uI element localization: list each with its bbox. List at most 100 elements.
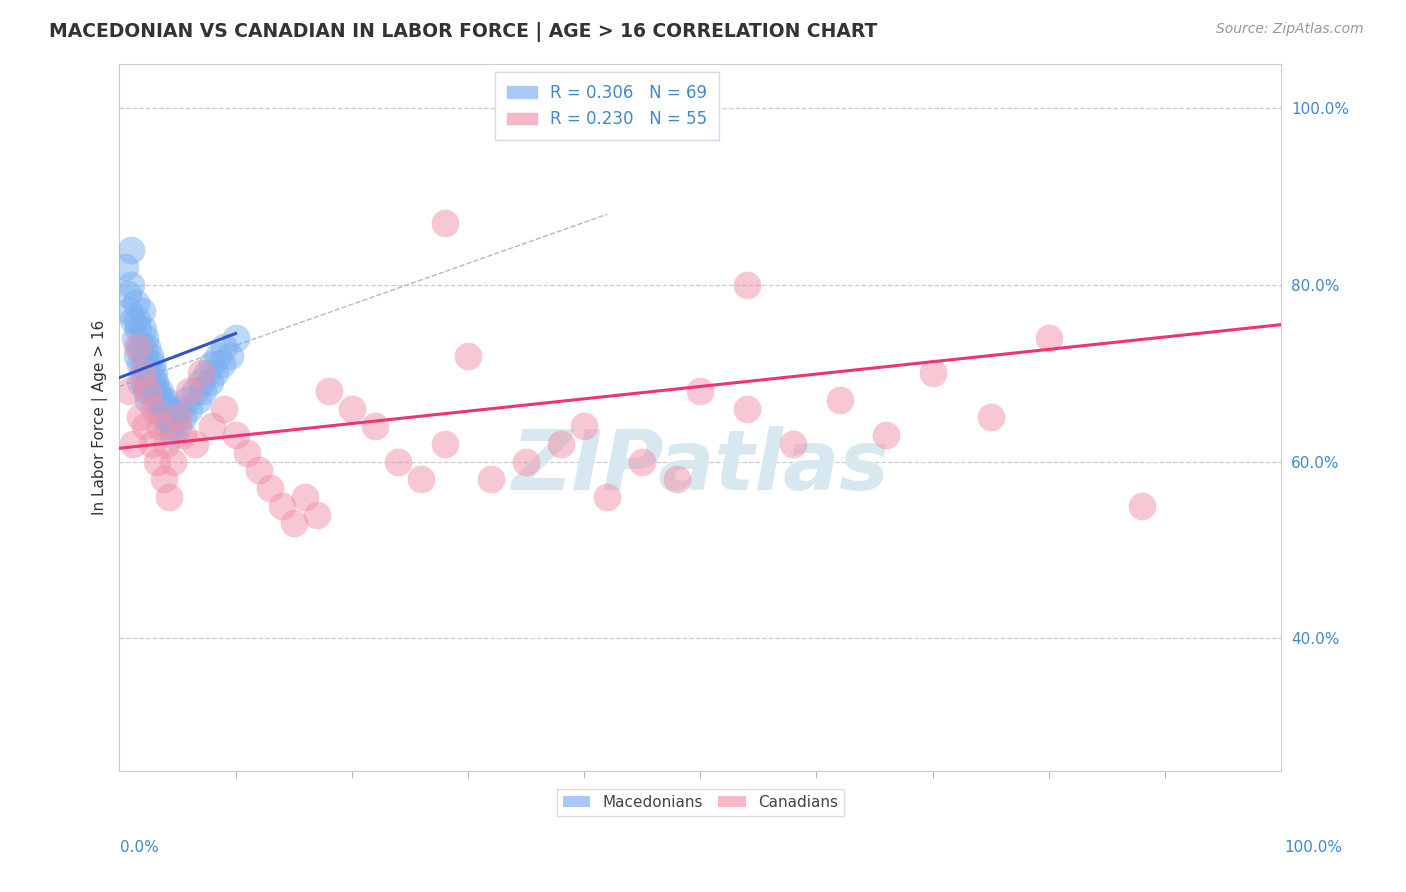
- Point: [129, 357, 152, 371]
- Point: [190, 366, 212, 380]
- Point: [225, 428, 247, 442]
- Text: MACEDONIAN VS CANADIAN IN LABOR FORCE | AGE > 16 CORRELATION CHART: MACEDONIAN VS CANADIAN IN LABOR FORCE | …: [49, 22, 877, 42]
- Point: [457, 349, 479, 363]
- Point: [157, 490, 180, 504]
- Point: [162, 454, 184, 468]
- Point: [145, 384, 167, 398]
- Point: [318, 384, 340, 398]
- Point: [149, 419, 172, 434]
- Point: [142, 375, 165, 389]
- Point: [875, 428, 897, 442]
- Point: [225, 331, 247, 345]
- Point: [152, 410, 174, 425]
- Point: [201, 419, 224, 434]
- Point: [128, 340, 150, 354]
- Text: Source: ZipAtlas.com: Source: ZipAtlas.com: [1216, 22, 1364, 37]
- Point: [129, 410, 152, 425]
- Point: [129, 375, 152, 389]
- Point: [135, 384, 157, 398]
- Point: [1130, 499, 1153, 513]
- Point: [134, 331, 156, 345]
- Point: [143, 401, 166, 416]
- Text: ZIPatlas: ZIPatlas: [512, 426, 889, 508]
- Point: [135, 366, 157, 380]
- Point: [117, 286, 139, 301]
- Point: [127, 322, 149, 336]
- Point: [433, 437, 456, 451]
- Point: [155, 437, 177, 451]
- Point: [134, 419, 156, 434]
- Point: [138, 384, 160, 398]
- Point: [138, 392, 160, 407]
- Point: [138, 366, 160, 380]
- Point: [152, 472, 174, 486]
- Point: [146, 392, 169, 407]
- Point: [187, 392, 209, 407]
- Point: [212, 401, 235, 416]
- Point: [305, 508, 328, 522]
- Point: [259, 481, 281, 495]
- Point: [131, 322, 153, 336]
- Point: [735, 277, 758, 292]
- Point: [165, 410, 187, 425]
- Point: [172, 410, 194, 425]
- Point: [294, 490, 316, 504]
- Point: [156, 410, 179, 425]
- Point: [152, 401, 174, 416]
- Point: [387, 454, 409, 468]
- Point: [118, 384, 141, 398]
- Point: [125, 340, 148, 354]
- Point: [157, 419, 180, 434]
- Point: [155, 401, 177, 416]
- Point: [120, 277, 142, 292]
- Point: [160, 419, 183, 434]
- Point: [572, 419, 595, 434]
- Point: [153, 392, 176, 407]
- Point: [247, 463, 270, 477]
- Point: [114, 260, 136, 275]
- Point: [364, 419, 387, 434]
- Point: [735, 401, 758, 416]
- Point: [179, 384, 201, 398]
- Point: [132, 357, 155, 371]
- Point: [125, 349, 148, 363]
- Point: [176, 392, 198, 407]
- Point: [139, 384, 162, 398]
- Point: [283, 516, 305, 531]
- Point: [782, 437, 804, 451]
- Point: [207, 349, 229, 363]
- Point: [212, 340, 235, 354]
- Point: [550, 437, 572, 451]
- Point: [145, 454, 167, 468]
- Point: [136, 357, 159, 371]
- Legend: Macedonians, Canadians: Macedonians, Canadians: [557, 789, 844, 816]
- Point: [136, 340, 159, 354]
- Point: [198, 375, 221, 389]
- Point: [204, 366, 226, 380]
- Point: [166, 410, 188, 425]
- Point: [191, 384, 214, 398]
- Point: [411, 472, 433, 486]
- Point: [921, 366, 943, 380]
- Point: [141, 437, 163, 451]
- Point: [211, 357, 233, 371]
- Point: [631, 454, 654, 468]
- Point: [515, 454, 537, 468]
- Point: [162, 428, 184, 442]
- Point: [150, 392, 173, 407]
- Point: [271, 499, 294, 513]
- Point: [143, 366, 166, 380]
- Point: [184, 384, 207, 398]
- Point: [218, 349, 240, 363]
- Point: [145, 375, 167, 389]
- Point: [201, 357, 224, 371]
- Point: [179, 401, 201, 416]
- Point: [184, 437, 207, 451]
- Point: [166, 419, 188, 434]
- Point: [125, 313, 148, 327]
- Point: [340, 401, 363, 416]
- Point: [1038, 331, 1060, 345]
- Point: [118, 304, 141, 318]
- Point: [157, 401, 180, 416]
- Point: [172, 428, 194, 442]
